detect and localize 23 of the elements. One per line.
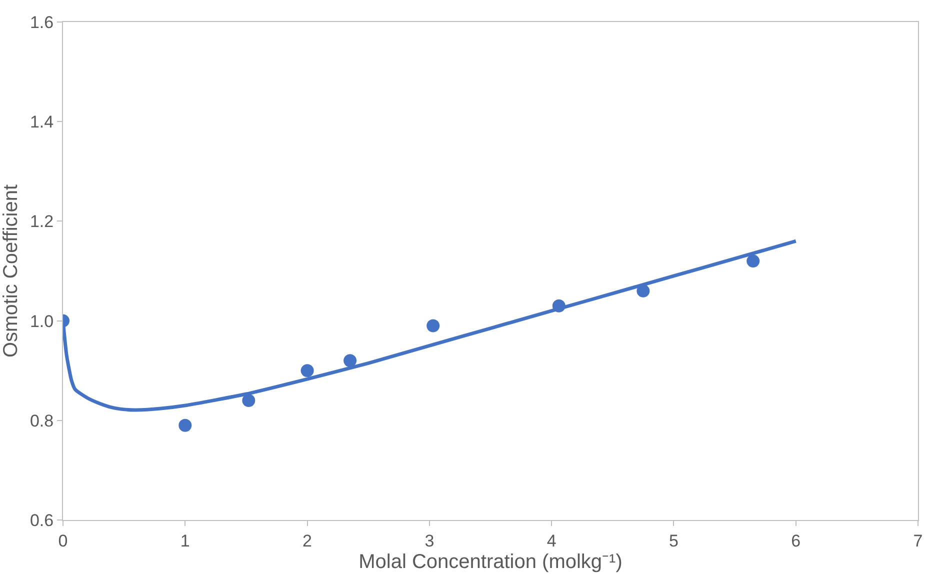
- x-tick-label: 7: [913, 531, 923, 550]
- point: [344, 354, 357, 368]
- point: [300, 364, 314, 378]
- y-tick-label: 0.6: [30, 510, 54, 530]
- x-tick-label: 5: [668, 531, 678, 550]
- point: [178, 418, 192, 432]
- y-tick-label: 1.6: [30, 12, 54, 32]
- x-tick-label: 4: [546, 531, 556, 550]
- y-tick-label: 1.2: [30, 212, 54, 232]
- x-axis-title: Molal Concentration (molkg⁻¹): [358, 550, 622, 573]
- x-tick-label: 0: [58, 531, 68, 550]
- point: [746, 254, 760, 268]
- point: [426, 319, 440, 332]
- line-series: [63, 239, 798, 412]
- y-tick-label: 1.4: [30, 112, 54, 132]
- y-axis-title: Osmotic Coefficient: [0, 184, 22, 358]
- x-tick-label: 1: [180, 531, 190, 550]
- x-tick-label: 2: [302, 531, 312, 550]
- y-tick-label: 0.8: [30, 411, 54, 430]
- x-tick-label: 3: [424, 531, 434, 550]
- y-tick-label: 1.0: [30, 312, 54, 331]
- point: [242, 394, 256, 407]
- x-tick-label: 6: [791, 531, 801, 550]
